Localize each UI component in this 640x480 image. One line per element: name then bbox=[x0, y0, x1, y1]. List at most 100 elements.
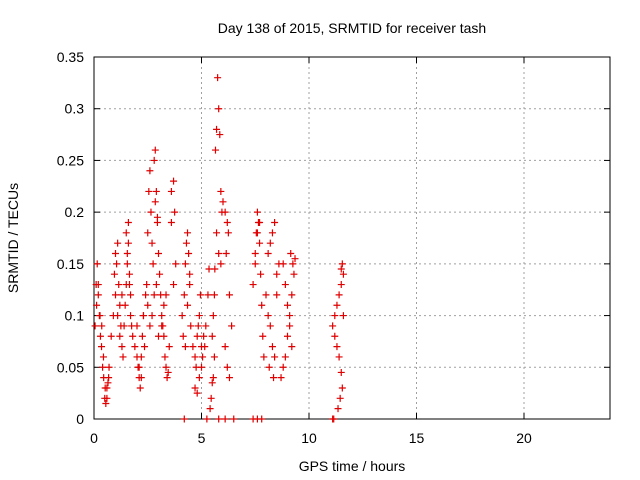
data-point bbox=[209, 374, 217, 382]
data-point bbox=[99, 353, 107, 361]
data-point bbox=[279, 363, 287, 371]
data-point bbox=[203, 415, 211, 423]
data-point bbox=[172, 260, 180, 268]
data-point bbox=[191, 353, 199, 361]
data-point bbox=[165, 343, 173, 351]
data-point bbox=[152, 187, 160, 195]
data-point bbox=[104, 379, 112, 387]
data-point bbox=[118, 291, 126, 299]
data-point bbox=[158, 312, 166, 320]
data-point bbox=[266, 239, 274, 247]
data-point bbox=[162, 363, 170, 371]
data-point bbox=[136, 384, 144, 392]
data-point bbox=[186, 270, 194, 278]
data-point bbox=[191, 384, 199, 392]
data-point bbox=[208, 332, 216, 340]
data-point bbox=[213, 229, 221, 237]
data-point bbox=[284, 301, 291, 309]
data-point bbox=[211, 265, 219, 273]
data-point bbox=[281, 281, 289, 289]
data-point bbox=[142, 291, 150, 299]
data-point bbox=[200, 332, 208, 340]
y-tick-label: 0 bbox=[76, 411, 84, 427]
data-point bbox=[164, 368, 172, 376]
data-point bbox=[230, 415, 238, 423]
data-point bbox=[223, 218, 231, 226]
data-point bbox=[150, 291, 158, 299]
data-points bbox=[91, 74, 347, 423]
data-point bbox=[288, 291, 296, 299]
data-point bbox=[145, 187, 153, 195]
data-point bbox=[124, 218, 132, 226]
data-point bbox=[258, 301, 266, 309]
data-point bbox=[149, 260, 157, 268]
data-point bbox=[266, 322, 274, 330]
data-point bbox=[216, 131, 224, 139]
data-point bbox=[103, 394, 111, 402]
data-point bbox=[135, 363, 143, 371]
data-point bbox=[137, 353, 145, 361]
data-point bbox=[333, 343, 341, 351]
x-tick-label: 0 bbox=[90, 430, 98, 446]
data-point bbox=[210, 291, 218, 299]
data-point bbox=[127, 291, 135, 299]
data-point bbox=[185, 250, 193, 258]
data-point bbox=[153, 213, 161, 221]
data-point bbox=[182, 239, 190, 247]
data-point bbox=[221, 208, 229, 216]
x-tick-label: 10 bbox=[301, 430, 317, 446]
data-point bbox=[150, 156, 158, 164]
data-point bbox=[181, 343, 189, 351]
data-point bbox=[330, 415, 338, 423]
x-axis-label: GPS time / hours bbox=[299, 458, 406, 474]
data-point bbox=[93, 301, 101, 309]
data-point bbox=[143, 281, 151, 289]
data-point bbox=[284, 332, 291, 340]
data-point bbox=[329, 322, 337, 330]
data-point bbox=[118, 343, 126, 351]
data-point bbox=[334, 405, 342, 413]
data-point bbox=[123, 250, 131, 258]
data-point bbox=[273, 291, 281, 299]
data-point bbox=[271, 353, 279, 361]
data-point bbox=[184, 301, 192, 309]
data-point bbox=[160, 301, 168, 309]
data-point bbox=[152, 281, 160, 289]
data-point bbox=[288, 343, 296, 351]
data-point bbox=[189, 343, 197, 351]
data-point bbox=[215, 105, 223, 113]
data-point bbox=[184, 229, 192, 237]
data-point bbox=[131, 343, 139, 351]
data-point bbox=[339, 270, 347, 278]
data-point bbox=[122, 229, 130, 237]
data-point bbox=[180, 291, 188, 299]
data-point bbox=[215, 250, 223, 258]
data-point bbox=[196, 291, 204, 299]
data-point bbox=[96, 312, 104, 320]
data-point bbox=[228, 322, 236, 330]
data-point bbox=[211, 146, 219, 154]
data-point bbox=[119, 353, 127, 361]
data-point bbox=[256, 239, 264, 247]
data-point bbox=[223, 363, 231, 371]
data-point bbox=[270, 374, 278, 382]
data-point bbox=[335, 291, 343, 299]
data-point bbox=[253, 208, 261, 216]
data-point bbox=[91, 322, 99, 330]
data-point bbox=[215, 415, 223, 423]
data-point bbox=[338, 260, 346, 268]
data-point bbox=[133, 322, 141, 330]
data-point bbox=[178, 312, 186, 320]
data-point bbox=[199, 353, 207, 361]
data-point bbox=[253, 229, 261, 237]
y-tick-label: 0.15 bbox=[57, 256, 84, 272]
y-tick-label: 0.3 bbox=[65, 101, 85, 117]
y-tick-label: 0.2 bbox=[65, 204, 85, 220]
data-point bbox=[123, 260, 131, 268]
data-point bbox=[144, 301, 152, 309]
data-point bbox=[335, 353, 343, 361]
data-point bbox=[138, 332, 146, 340]
data-point bbox=[113, 260, 121, 268]
data-point bbox=[262, 291, 270, 299]
